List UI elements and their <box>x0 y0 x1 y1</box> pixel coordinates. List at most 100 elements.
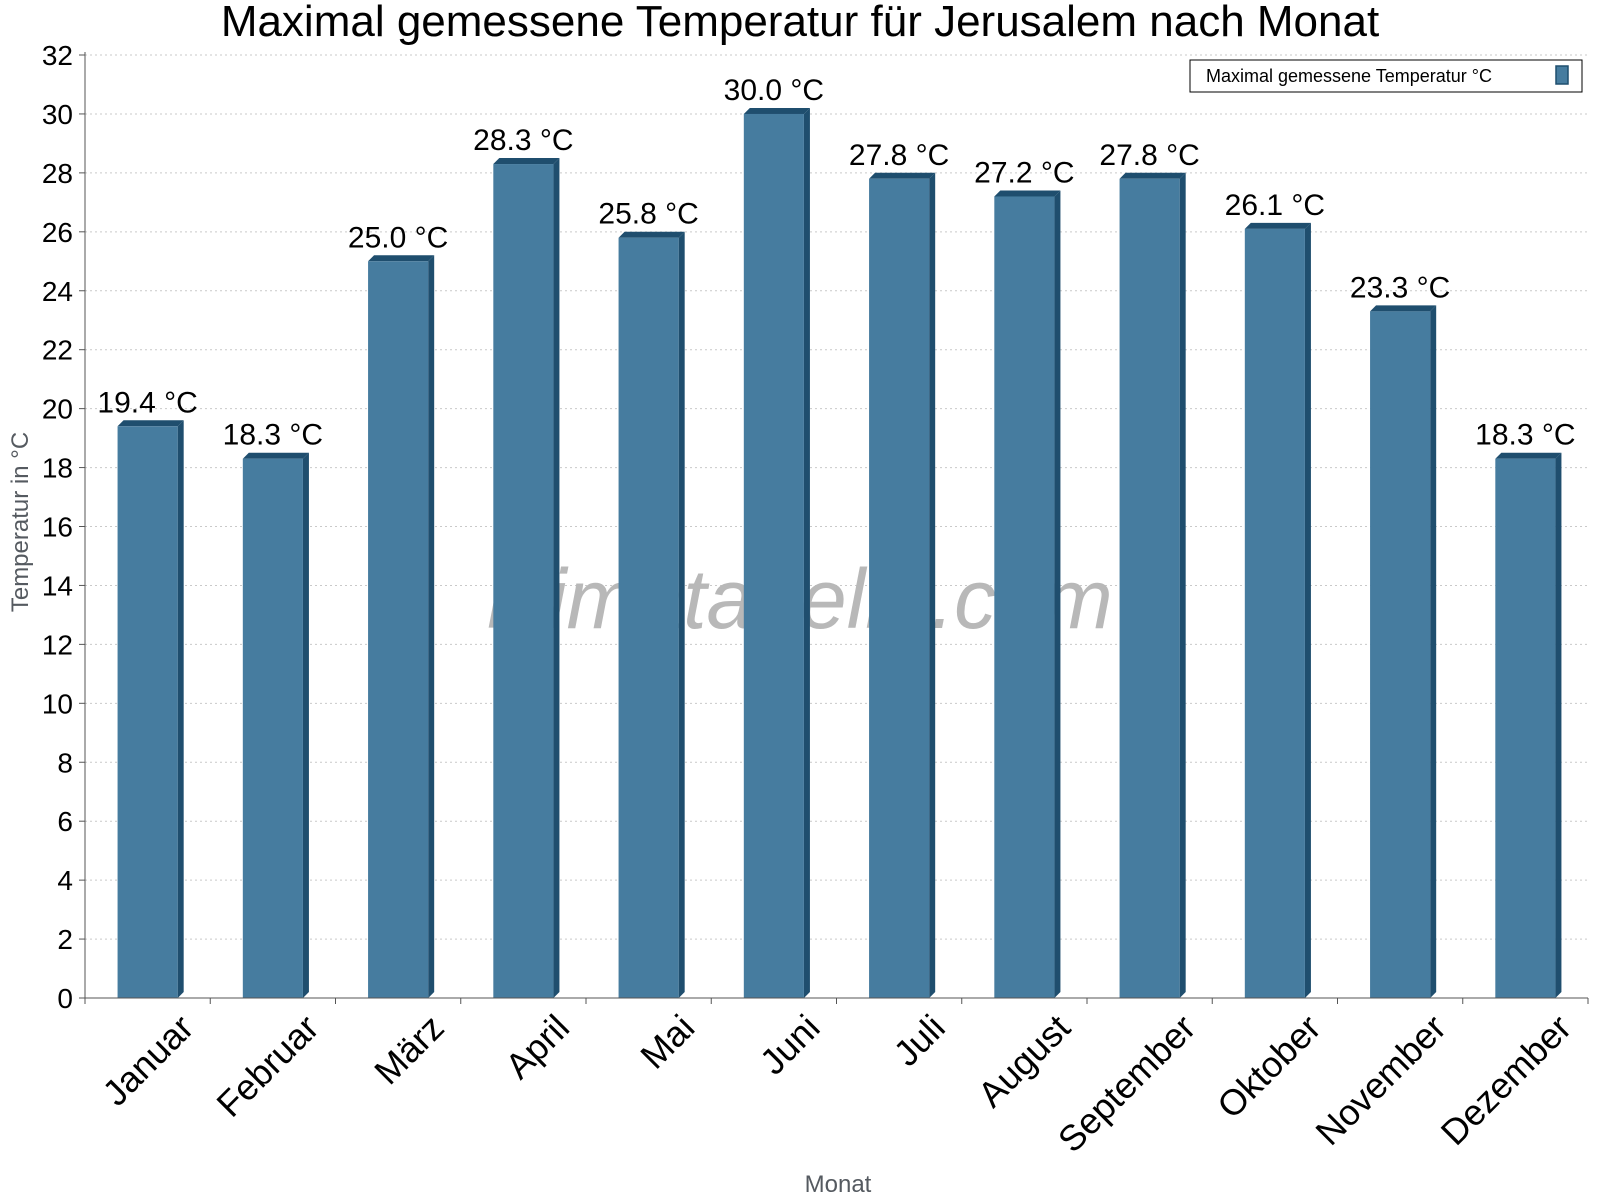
bar <box>618 237 679 999</box>
bar-top <box>1119 172 1186 179</box>
bar <box>1119 178 1180 999</box>
bar-top <box>743 107 810 114</box>
x-tick-label: Januar <box>94 1007 201 1114</box>
x-tick-label: April <box>497 1007 577 1087</box>
bar-side <box>1304 222 1311 999</box>
bar-side <box>1555 452 1562 998</box>
bar-group <box>368 255 435 998</box>
axes <box>79 52 1589 1004</box>
bar-top <box>242 452 309 459</box>
legend-entry-label: Maximal gemessene Temperatur °C <box>1206 66 1492 86</box>
bar-group <box>994 190 1061 998</box>
bar-top <box>368 255 435 262</box>
data-label: 27.8 °C <box>1099 139 1199 172</box>
grid-lines <box>85 54 1588 940</box>
x-axis-title: Monat <box>805 1171 872 1198</box>
y-tick-label: 8 <box>57 747 73 778</box>
x-tick-label: Juni <box>752 1007 828 1083</box>
data-label: 30.0 °C <box>724 74 824 107</box>
x-tick-label: Mai <box>632 1007 702 1077</box>
bar-side <box>929 172 936 999</box>
bar-top <box>1244 222 1311 229</box>
data-labels: 19.4 °C 18.3 °C 25.0 °C 28.3 °C 25.8 °C 30.0 … <box>97 74 1575 452</box>
bar-top <box>1495 452 1562 459</box>
chart-title: Maximal gemessene Temperatur für Jerusal… <box>221 0 1379 46</box>
bar-group <box>493 158 560 999</box>
data-label: 27.2 °C <box>974 156 1074 189</box>
y-tick-label: 28 <box>42 158 73 189</box>
legend-swatch <box>1555 65 1569 85</box>
bar-group <box>743 107 810 998</box>
bar-group <box>1370 305 1437 998</box>
bar <box>743 113 804 998</box>
data-label: 18.3 °C <box>1475 419 1575 452</box>
y-tick-label: 22 <box>42 335 73 366</box>
bar <box>869 178 930 999</box>
bar-group <box>1495 452 1562 998</box>
bar <box>994 196 1055 998</box>
bar <box>1244 228 1305 999</box>
y-tick-label: 10 <box>42 688 73 719</box>
data-label: 19.4 °C <box>97 386 197 419</box>
bar <box>242 458 303 998</box>
y-tick-label: 20 <box>42 394 73 425</box>
bar-group <box>1119 172 1186 999</box>
bar-group <box>869 172 936 999</box>
bar-side <box>553 158 560 999</box>
y-tick-label: 12 <box>42 629 73 660</box>
bar-top <box>493 158 560 165</box>
data-label: 28.3 °C <box>473 124 573 157</box>
bar-top <box>994 190 1061 197</box>
bar-top <box>869 172 936 179</box>
bar <box>117 426 178 998</box>
y-tick-label: 26 <box>42 217 73 248</box>
bar-side <box>1179 172 1186 999</box>
y-tick-label: 4 <box>57 865 73 896</box>
y-axis-title: Temperatur in °C <box>7 432 34 612</box>
y-tick-label: 30 <box>42 99 73 130</box>
data-label: 23.3 °C <box>1350 271 1450 304</box>
y-tick-label: 18 <box>42 453 73 484</box>
bar <box>1370 311 1431 998</box>
bar-top <box>117 420 184 427</box>
x-tick-label: Februar <box>208 1007 326 1125</box>
legend: Maximal gemessene Temperatur °C <box>1189 59 1583 93</box>
x-tick-label: November <box>1307 1007 1453 1153</box>
bars <box>117 107 1562 999</box>
y-tick-label: 32 <box>42 40 73 71</box>
x-tick-label: Juli <box>886 1007 953 1074</box>
x-tick-label: Oktober <box>1209 1007 1329 1127</box>
bar-top <box>618 231 685 238</box>
bar-group <box>1244 222 1311 999</box>
bar-side <box>302 452 309 998</box>
data-label: 18.3 °C <box>223 419 323 452</box>
data-label: 25.0 °C <box>348 221 448 254</box>
bar-top <box>1370 305 1437 312</box>
data-label: 26.1 °C <box>1225 189 1325 222</box>
legend-box <box>1189 59 1583 93</box>
y-tick-label: 0 <box>57 983 73 1014</box>
bar-side <box>1054 190 1061 998</box>
y-tick-label: 24 <box>42 276 73 307</box>
y-tick-label: 2 <box>57 924 73 955</box>
y-tick-label: 16 <box>42 512 73 543</box>
bar-side <box>428 255 435 998</box>
x-tick-label: September <box>1050 1007 1204 1161</box>
x-tick-label: August <box>970 1007 1078 1115</box>
data-label: 27.8 °C <box>849 139 949 172</box>
bar-side <box>803 107 810 998</box>
y-tick-label: 6 <box>57 806 73 837</box>
bar-side <box>177 420 184 998</box>
data-label: 25.8 °C <box>598 198 698 231</box>
bar-side <box>678 231 685 999</box>
bar <box>1495 458 1556 998</box>
bar-group <box>117 420 184 998</box>
bar <box>368 261 429 998</box>
bar-group <box>242 452 309 998</box>
y-tick-label: 14 <box>42 570 73 601</box>
bar-group <box>618 231 685 999</box>
bar-side <box>1430 305 1437 998</box>
x-tick-label: Dezember <box>1433 1007 1579 1153</box>
